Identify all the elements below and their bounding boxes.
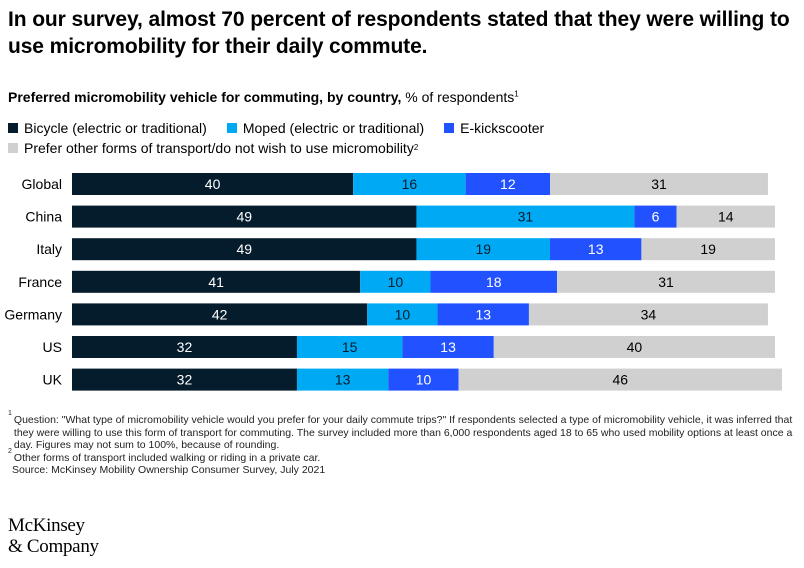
bar-segment-global-1 — [353, 173, 466, 195]
category-label-italy: Italy — [36, 241, 62, 257]
stacked-bar-chart: Global 40 16 12 31 China 49 31 6 14 Italy 49 19 13 19 F… — [4, 173, 782, 391]
data-label-france-3: 31 — [658, 274, 674, 290]
logo-line-2: & Company — [8, 536, 99, 557]
data-label-us-1: 15 — [342, 339, 358, 355]
data-label-italy-2: 13 — [588, 241, 604, 257]
data-label-germany-1: 10 — [395, 306, 411, 322]
data-label-china-2: 6 — [652, 209, 660, 225]
legend-label-moped: Moped (electric or traditional) — [242, 120, 425, 136]
legend-row-2: Prefer other forms of transport/do not w… — [8, 138, 798, 158]
chart-subtitle: Preferred micromobility vehicle for comm… — [8, 88, 798, 106]
legend-item-other: Prefer other forms of transport/do not w… — [8, 138, 418, 158]
data-label-global-0: 40 — [205, 176, 221, 192]
data-label-china-0: 49 — [236, 209, 252, 225]
subtitle-footnote-marker: 1 — [514, 89, 519, 99]
bar-segment-uk-1 — [296, 368, 389, 391]
data-label-china-3: 14 — [718, 209, 734, 225]
data-label-germany-3: 34 — [641, 306, 657, 322]
bar-segment-us-3 — [493, 336, 775, 358]
data-label-uk-3: 46 — [613, 372, 629, 388]
bar-segment-germany-1 — [367, 303, 438, 326]
footnotes: 1 Question: "What type of micromobility … — [8, 410, 796, 477]
data-label-germany-2: 13 — [475, 306, 491, 322]
source-note: Source: McKinsey Mobility Ownership Cons… — [12, 464, 326, 476]
footnote-2: 2 Other forms of transport included walk… — [8, 447, 796, 465]
legend-swatch-bicycle — [8, 123, 18, 133]
bar-segment-global-2 — [465, 173, 551, 195]
chart-legend: Bicycle (electric or traditional) Moped … — [8, 118, 798, 158]
data-label-uk-1: 13 — [335, 372, 351, 388]
bar-segment-global-0 — [72, 173, 354, 195]
data-label-china-1: 31 — [518, 209, 534, 225]
bar-segment-us-1 — [296, 336, 403, 358]
category-label-global: Global — [22, 176, 62, 192]
legend-item-moped: Moped (electric or traditional) — [226, 118, 425, 138]
footnote-1-text: Question: "What type of micromobility ve… — [13, 414, 793, 451]
legend-label-kickscooter: E-kickscooter — [460, 120, 545, 136]
data-label-france-1: 10 — [388, 274, 404, 290]
bar-segment-italy-1 — [416, 238, 551, 261]
data-label-germany-0: 42 — [212, 306, 228, 322]
mckinsey-logo: McKinsey & Company — [8, 515, 99, 557]
legend-swatch-other — [8, 143, 18, 153]
data-label-global-2: 12 — [500, 176, 516, 192]
footnote-2-marker: 2 — [8, 447, 12, 455]
legend-label-bicycle: Bicycle (electric or traditional) — [24, 120, 207, 136]
data-label-uk-0: 32 — [177, 372, 193, 388]
bar-segment-china-0 — [72, 205, 417, 228]
subtitle-bold: Preferred micromobility vehicle for comm… — [8, 89, 402, 105]
data-label-france-2: 18 — [486, 274, 502, 290]
category-label-germany: Germany — [4, 306, 62, 322]
bar-segment-france-1 — [360, 270, 431, 293]
logo-line-1: McKinsey — [8, 515, 85, 536]
data-label-italy-3: 19 — [700, 241, 716, 257]
bar-segment-germany-3 — [528, 303, 768, 326]
data-label-us-0: 32 — [177, 339, 193, 355]
category-label-us: US — [43, 339, 62, 355]
legend-item-kickscooter: E-kickscooter — [444, 118, 544, 138]
data-label-france-0: 41 — [208, 274, 224, 290]
category-label-france: France — [18, 274, 62, 290]
bar-segment-global-3 — [550, 173, 768, 195]
bar-segment-italy-3 — [641, 238, 775, 261]
category-label-uk: UK — [43, 372, 63, 388]
footnote-2-text: Other forms of transport included walkin… — [13, 451, 321, 464]
bar-segment-us-2 — [402, 336, 494, 358]
legend-label-other: Prefer other forms of transport/do not w… — [24, 140, 414, 156]
bar-segment-us-0 — [72, 336, 297, 358]
chart-headline: In our survey, almost 70 percent of resp… — [8, 8, 790, 58]
data-label-uk-2: 10 — [416, 372, 432, 388]
legend-swatch-moped — [226, 123, 237, 133]
legend-swatch-kickscooter — [444, 123, 455, 133]
bar-segment-france-0 — [72, 270, 361, 293]
bar-segment-italy-0 — [72, 238, 417, 261]
bar-segment-germany-0 — [72, 303, 368, 326]
category-label-china: China — [25, 209, 62, 225]
bar-segment-china-3 — [676, 205, 775, 228]
data-label-global-1: 16 — [402, 176, 418, 192]
bar-segment-china-2 — [634, 205, 677, 228]
legend-row-1: Bicycle (electric or traditional) Moped … — [8, 118, 798, 138]
data-label-italy-1: 19 — [475, 241, 491, 257]
bar-segment-uk-0 — [72, 368, 297, 391]
data-label-italy-0: 49 — [236, 241, 252, 257]
data-label-us-3: 40 — [627, 339, 643, 355]
bar-segment-france-2 — [430, 270, 558, 293]
bar-segment-uk-2 — [388, 368, 459, 391]
data-label-global-3: 31 — [651, 176, 667, 192]
footnote-1: 1 Question: "What type of micromobility … — [8, 410, 796, 452]
bar-segment-italy-2 — [550, 238, 642, 261]
footnote-1-marker: 1 — [8, 410, 12, 417]
bar-segment-uk-3 — [458, 368, 782, 391]
bar-segment-germany-2 — [437, 303, 529, 326]
bar-segment-china-1 — [416, 205, 635, 228]
bar-segment-france-3 — [557, 270, 775, 293]
legend-item-bicycle: Bicycle (electric or traditional) — [8, 118, 207, 138]
data-label-us-2: 13 — [440, 339, 456, 355]
subtitle-unit: % of respondents — [401, 89, 515, 105]
